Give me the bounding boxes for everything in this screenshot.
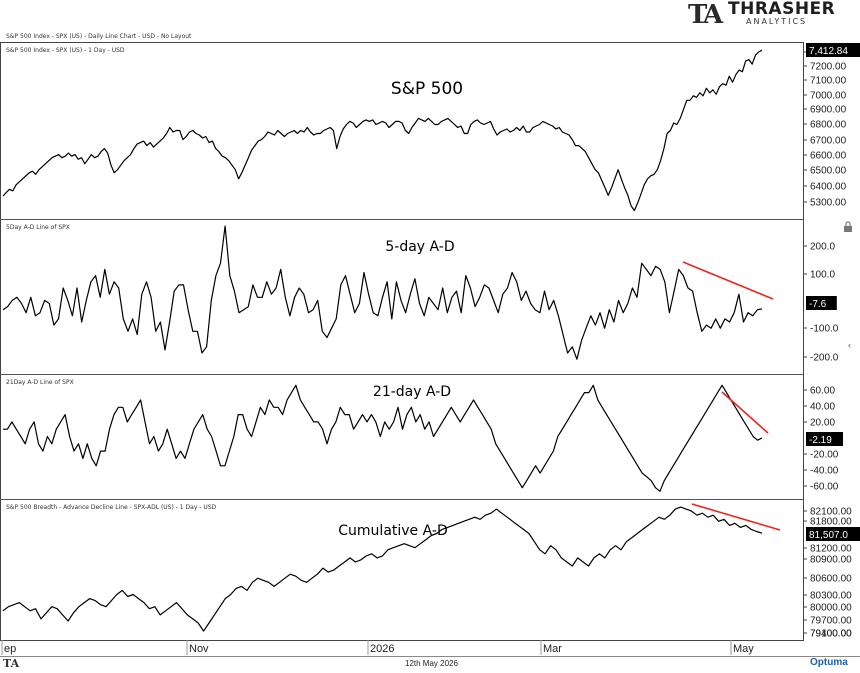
y-tick-label: 6800.00	[810, 120, 847, 131]
y-tick-label: -100.0	[810, 324, 839, 335]
y-tick-label: 200.0	[810, 242, 835, 253]
x-tick-label: Mar	[543, 643, 562, 655]
panel-label: 21Day A-D Line of SPX	[6, 379, 74, 386]
y-tick-label: 79700.00	[810, 616, 852, 627]
y-tick-label: 80900.00	[810, 555, 852, 566]
footer-logo: TA	[3, 657, 20, 670]
y-tick-label: 81200.00	[810, 544, 852, 555]
y-tick-label: 79100.00	[810, 629, 852, 640]
series-line	[2, 506, 763, 632]
panel-label: S&P 500 Index - SPX (US) - 1 Day - USD	[6, 47, 125, 54]
series-line	[3, 384, 763, 492]
y-tick-label: 80300.00	[810, 591, 852, 602]
logo-mark: TA	[688, 0, 723, 30]
y-tick-label: 7200.00	[810, 62, 847, 73]
y-tick-label: 6700.00	[810, 136, 847, 147]
footer-date: 12th May 2026	[405, 659, 458, 668]
x-tick-label: ep	[4, 643, 16, 655]
last-value-label: 81,507.0	[809, 530, 848, 541]
panel-title: 5-day A-D	[385, 239, 454, 255]
red-trendline	[691, 503, 781, 531]
x-tick-label: Nov	[189, 643, 209, 655]
panel-label: 5Day A-D Line of SPX	[6, 224, 70, 231]
y-tick-label: -60.00	[810, 482, 839, 493]
logo-sub: ANALYTICS	[746, 17, 808, 26]
y-tick-label: 20.00	[810, 418, 835, 429]
x-tick-label: 2026	[370, 643, 394, 655]
last-value-box	[806, 432, 843, 446]
y-tick-label: 40.00	[810, 402, 835, 413]
panel-label: S&P 500 Breadth - Advance Decline Line -…	[6, 504, 217, 511]
y-tick-label: 7100.00	[810, 76, 847, 87]
last-value-box	[806, 527, 860, 541]
collapse-arrow-icon[interactable]: ‹	[848, 340, 851, 350]
y-tick-label: 7000.00	[810, 91, 847, 102]
last-value-label: -7.6	[809, 299, 827, 310]
y-tick-label: 79400.00	[810, 629, 852, 640]
y-tick-label: 6400.00	[810, 182, 847, 193]
y-tick-label: 82100.00	[810, 507, 852, 518]
panel-title: 21-day A-D	[373, 384, 451, 400]
y-tick-label: 81800.00	[810, 517, 852, 528]
last-value-label: -2.19	[809, 435, 832, 446]
series-line	[2, 49, 763, 212]
panel-title: S&P 500	[391, 79, 463, 99]
y-tick-label: 6500.00	[810, 166, 847, 177]
lock-icon[interactable]	[843, 221, 853, 232]
y-tick-label: 100.0	[810, 270, 835, 281]
thrasher-analytics-logo: TA THRASHER ANALYTICS	[688, 0, 838, 30]
series-line	[2, 225, 763, 360]
y-tick-label: 6600.00	[810, 151, 847, 162]
y-tick-label: -20.00	[810, 450, 839, 461]
y-tick-label: 80000.00	[810, 603, 852, 614]
last-value-label: 7,412.84	[809, 46, 848, 57]
last-value-box	[806, 296, 837, 310]
chart-info: S&P 500 Index - SPX (US) - Daily Line Ch…	[6, 33, 192, 40]
red-trendline	[682, 261, 774, 300]
y-tick-label: 6900.00	[810, 105, 847, 116]
chart-frame	[0, 42, 804, 641]
red-trendline	[721, 391, 769, 434]
x-tick-label: May	[733, 643, 754, 655]
optuma-logo: Optuma	[810, 657, 848, 668]
y-tick-label: 60.00	[810, 386, 835, 397]
last-value-box	[806, 43, 860, 57]
y-tick-label: 80600.00	[810, 574, 852, 585]
y-tick-label: -200.0	[810, 353, 839, 364]
y-tick-label: 5300.00	[810, 198, 847, 209]
y-tick-label: -40.00	[810, 466, 839, 477]
logo-name: THRASHER	[728, 0, 836, 19]
panel-title: Cumulative A-D	[338, 523, 447, 539]
